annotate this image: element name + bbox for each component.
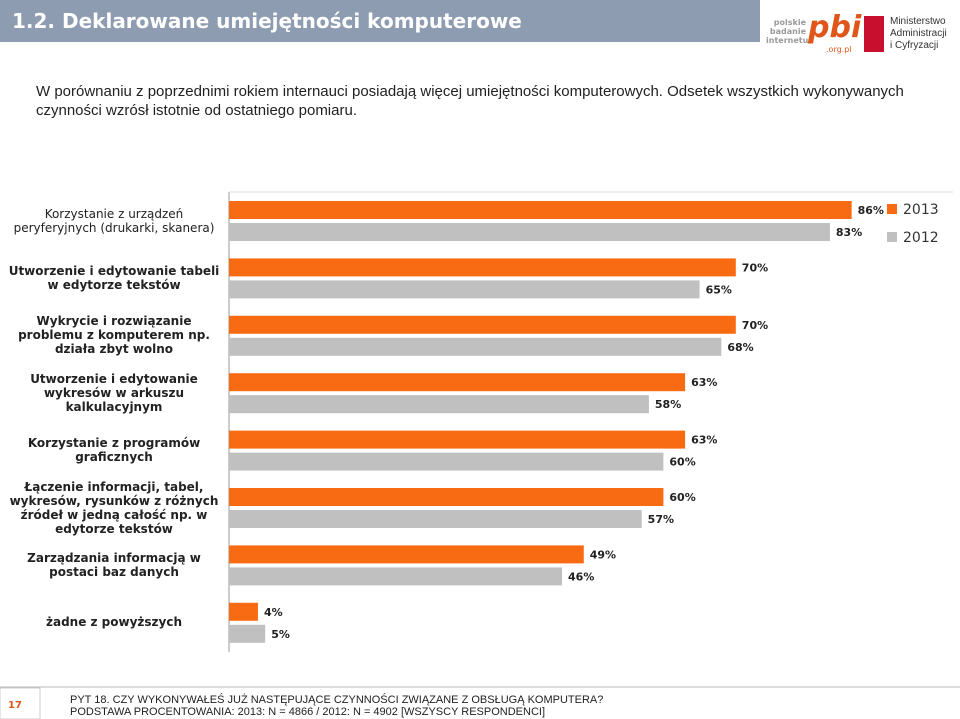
category-label: żadne z powyższych: [45, 615, 183, 630]
bar: [229, 201, 852, 219]
logo-text: Ministerstwo: [890, 16, 946, 27]
bar: [229, 223, 830, 241]
value-label: 46%: [568, 570, 594, 583]
bar: [229, 510, 642, 528]
value-label: 49%: [590, 548, 616, 561]
logo-mark: [864, 16, 884, 52]
value-label: 68%: [727, 341, 753, 354]
value-label: 5%: [271, 628, 290, 641]
category-label: Łączenie informacji, tabel, wykresów, ry…: [9, 479, 219, 536]
logo-ministry: Ministerstwo Administracji i Cyfryzacji: [890, 16, 947, 52]
bar: [229, 315, 736, 334]
logo-pbi: pbi: [808, 10, 862, 45]
bar: [229, 567, 563, 586]
value-label: 60%: [669, 491, 695, 504]
source-line: PODSTAWA PROCENTOWANIA: 2013: N = 4866 /…: [70, 706, 545, 718]
bar: [229, 602, 258, 621]
value-label: 86%: [858, 204, 884, 217]
bar: [229, 373, 686, 392]
value-label: 58%: [655, 398, 681, 411]
bar: [229, 258, 736, 277]
bar: [229, 488, 664, 506]
logo-text: Administracji: [890, 28, 947, 39]
value-label: 63%: [691, 376, 717, 389]
bar: [229, 337, 722, 356]
slide-title: 1.2. Deklarowane umiejętności komputerow…: [12, 9, 522, 33]
category-label: Korzystanie z programów graficznych: [27, 436, 201, 465]
legend-label: 2013: [903, 202, 939, 218]
value-label: 65%: [706, 283, 732, 296]
category-label: Korzystanie z urządzeń peryferyjnych (dr…: [13, 206, 215, 235]
source-line: PYT 18. CZY WYKONYWAŁEŚ JUŻ NASTĘPUJĄCE …: [70, 694, 604, 706]
category-label: Wykrycie i rozwiązanie problemu z komput…: [18, 314, 210, 357]
page-number: 17: [8, 700, 22, 711]
value-label: 83%: [836, 226, 862, 239]
logo-text: internetu: [766, 36, 809, 45]
logo-pbi-text: polskie badanie internetu: [766, 18, 809, 45]
header-bar: [0, 0, 760, 42]
category-label: Utworzenie i edytowanie tabeli w edytorz…: [8, 263, 220, 292]
bar: [229, 280, 700, 299]
bar: [229, 430, 686, 449]
bar: [229, 452, 664, 471]
legend-swatch: [887, 204, 897, 214]
value-label: 57%: [648, 513, 674, 526]
source-note: PYT 18. CZY WYKONYWAŁEŚ JUŻ NASTĘPUJĄCE …: [70, 694, 603, 718]
logo-text: badanie: [769, 27, 806, 36]
logo-pbi-domain: .org.pl: [826, 45, 852, 54]
intro-text: W porównaniu z poprzednimi rokiem intern…: [36, 83, 904, 119]
legend-swatch: [887, 232, 897, 242]
bar: [229, 395, 649, 414]
category-label: Utworzenie i edytowanie wykresów w arkus…: [30, 371, 198, 414]
category-label: Zarządzania informacją w postaci baz dan…: [27, 550, 201, 579]
value-label: 60%: [669, 456, 695, 469]
value-label: 70%: [742, 319, 768, 332]
logo-text: polskie: [773, 18, 806, 27]
value-label: 63%: [691, 434, 717, 447]
bar: [229, 545, 584, 564]
bar: [229, 624, 266, 643]
legend-label: 2012: [903, 230, 939, 246]
value-label: 4%: [264, 606, 283, 619]
value-label: 70%: [742, 261, 768, 274]
logo-text: i Cyfryzacji: [890, 40, 939, 51]
